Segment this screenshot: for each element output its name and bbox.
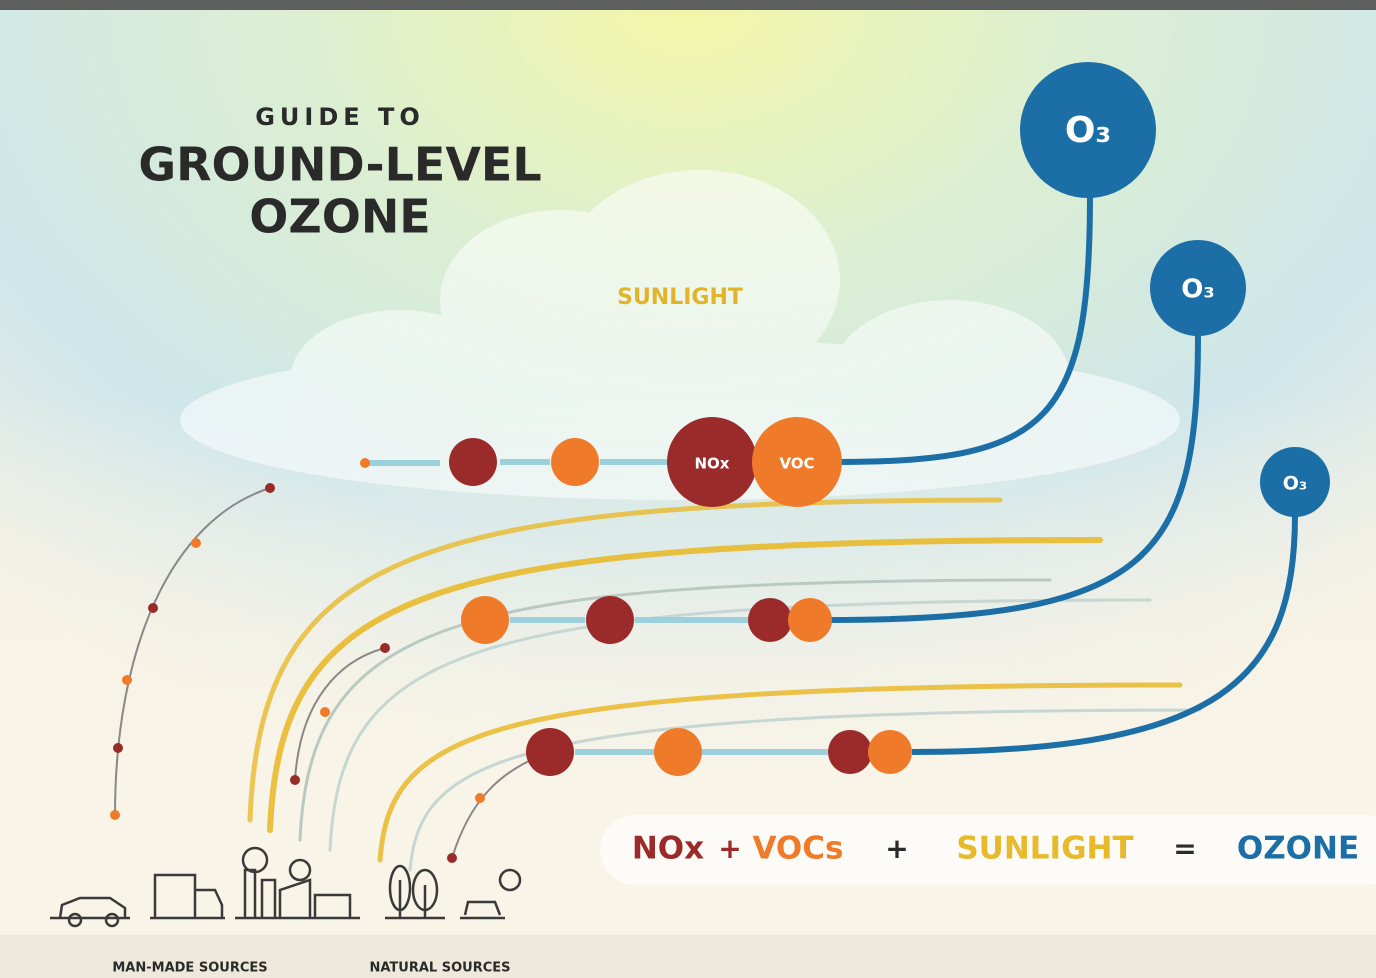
infographic: NOx VOC O₃ O₃ O₃ GUIDE TO GROUND-LEVEL O…: [0, 0, 1376, 978]
natural-label: NATURAL SOURCES: [369, 961, 510, 976]
equation-equals: =: [1173, 832, 1196, 865]
equation-sunlight: SUNLIGHT: [956, 831, 1133, 867]
man-made-label: MAN-MADE SOURCES: [112, 961, 267, 976]
title-kicker: GUIDE TO: [255, 103, 425, 131]
title: GROUND-LEVEL: [138, 138, 541, 192]
voc-label: VOC: [779, 455, 814, 473]
equation-nox: NOx: [632, 831, 704, 867]
title: OZONE: [249, 190, 430, 244]
equation-vocs: VOCs: [752, 831, 843, 867]
top-border: [0, 0, 1376, 10]
nox-label: NOx: [695, 455, 730, 473]
ozone-label: O₃: [1283, 473, 1307, 495]
sunlight-label: SUNLIGHT: [617, 285, 743, 310]
equation-plus: +: [885, 832, 908, 865]
equation-plus: +: [718, 832, 741, 865]
ozone-label: O₃: [1065, 110, 1111, 151]
ozone-label: O₃: [1181, 275, 1215, 305]
equation-ozone: OZONE: [1237, 831, 1359, 867]
